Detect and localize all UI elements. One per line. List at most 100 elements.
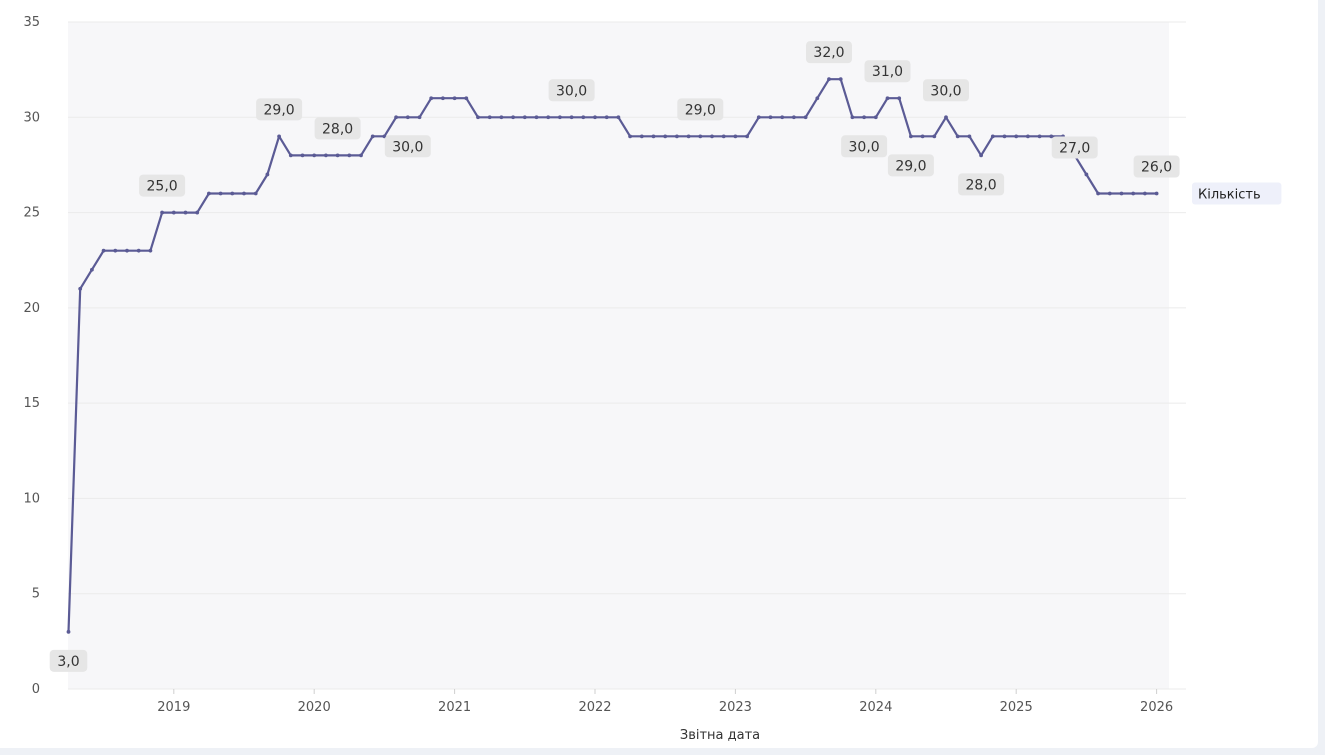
data-point[interactable] xyxy=(253,191,258,196)
data-point[interactable] xyxy=(66,629,71,634)
data-point[interactable] xyxy=(780,115,785,120)
data-point[interactable] xyxy=(101,248,106,253)
data-point[interactable] xyxy=(756,115,761,120)
data-point[interactable] xyxy=(885,96,890,101)
data-point[interactable] xyxy=(1002,134,1007,139)
data-point[interactable] xyxy=(710,134,714,139)
data-point[interactable] xyxy=(347,153,352,158)
data-point[interactable] xyxy=(967,134,972,139)
data-point[interactable] xyxy=(218,191,223,196)
data-point[interactable] xyxy=(394,115,398,120)
data-point[interactable] xyxy=(1049,134,1054,139)
data-point[interactable] xyxy=(148,248,153,253)
gridlines xyxy=(68,21,1186,690)
data-point[interactable] xyxy=(569,115,574,120)
data-point[interactable] xyxy=(499,115,504,120)
data-point[interactable] xyxy=(581,115,586,120)
data-point[interactable] xyxy=(639,134,644,139)
data-point[interactable] xyxy=(370,134,375,139)
data-point[interactable] xyxy=(651,134,656,139)
data-point[interactable] xyxy=(522,115,527,120)
data-point[interactable] xyxy=(288,153,293,158)
data-point[interactable] xyxy=(265,172,270,177)
data-point[interactable] xyxy=(242,191,246,196)
data-point[interactable] xyxy=(464,96,469,101)
data-point[interactable] xyxy=(1143,191,1147,196)
data-point[interactable] xyxy=(558,115,562,120)
data-point[interactable] xyxy=(1084,172,1089,177)
data-point[interactable] xyxy=(990,134,995,139)
data-point[interactable] xyxy=(944,115,948,120)
data-point[interactable] xyxy=(979,153,983,158)
data-point[interactable] xyxy=(160,210,165,215)
data-point[interactable] xyxy=(441,96,445,101)
x-axis: 2019 2020 2021 2022 2023 2024 2025 2026 xyxy=(157,689,1173,715)
data-point[interactable] xyxy=(675,134,679,139)
data-point[interactable] xyxy=(628,134,632,139)
data-point[interactable] xyxy=(452,96,457,101)
data-point[interactable] xyxy=(136,248,141,253)
data-point[interactable] xyxy=(534,115,539,120)
data-point[interactable] xyxy=(324,153,328,158)
data-point[interactable] xyxy=(1107,191,1112,196)
data-point[interactable] xyxy=(113,248,118,253)
data-point[interactable] xyxy=(815,96,820,101)
data-point[interactable] xyxy=(1154,191,1159,196)
data-point[interactable] xyxy=(827,77,831,82)
series-layer xyxy=(66,77,1159,634)
data-point[interactable] xyxy=(1131,191,1136,196)
data-point[interactable] xyxy=(335,153,340,158)
data-point[interactable] xyxy=(359,153,363,158)
data-point[interactable] xyxy=(195,210,200,215)
data-point[interactable] xyxy=(417,115,422,120)
data-point[interactable] xyxy=(745,134,749,139)
data-point[interactable] xyxy=(125,248,129,253)
data-point[interactable] xyxy=(932,134,937,139)
data-point[interactable] xyxy=(1026,134,1030,139)
data-point[interactable] xyxy=(207,191,211,196)
data-point[interactable] xyxy=(698,134,703,139)
data-point[interactable] xyxy=(663,134,668,139)
data-point[interactable] xyxy=(300,153,305,158)
data-point[interactable] xyxy=(230,191,235,196)
data-point[interactable] xyxy=(277,134,281,139)
data-point[interactable] xyxy=(733,134,738,139)
data-point[interactable] xyxy=(183,210,188,215)
data-point[interactable] xyxy=(616,115,621,120)
data-point[interactable] xyxy=(546,115,551,120)
data-label: 27,0 xyxy=(1059,140,1090,156)
data-point[interactable] xyxy=(1037,134,1042,139)
data-point[interactable] xyxy=(721,134,726,139)
data-point[interactable] xyxy=(1096,191,1100,196)
data-point[interactable] xyxy=(850,115,855,120)
legend-box[interactable] xyxy=(1192,182,1282,205)
data-point[interactable] xyxy=(862,115,866,120)
data-point[interactable] xyxy=(312,153,317,158)
data-point[interactable] xyxy=(511,115,515,120)
data-point[interactable] xyxy=(897,96,902,101)
data-point[interactable] xyxy=(920,134,925,139)
data-point[interactable] xyxy=(909,134,913,139)
data-point[interactable] xyxy=(1014,134,1019,139)
data-point[interactable] xyxy=(768,115,773,120)
data-point[interactable] xyxy=(429,96,434,101)
data-point[interactable] xyxy=(604,115,609,120)
data-point[interactable] xyxy=(803,115,808,120)
data-point[interactable] xyxy=(873,115,878,120)
data-label-box xyxy=(1051,136,1098,159)
data-label-box xyxy=(384,135,431,158)
data-point[interactable] xyxy=(593,115,597,120)
data-point[interactable] xyxy=(955,134,960,139)
data-point[interactable] xyxy=(78,286,83,291)
data-point[interactable] xyxy=(792,115,796,120)
data-point[interactable] xyxy=(405,115,410,120)
data-point[interactable] xyxy=(487,115,492,120)
data-point[interactable] xyxy=(686,134,691,139)
data-point[interactable] xyxy=(90,267,94,272)
legend[interactable]: Кількість xyxy=(1192,182,1282,205)
data-point[interactable] xyxy=(1119,191,1124,196)
data-point[interactable] xyxy=(171,210,176,215)
data-point[interactable] xyxy=(476,115,480,120)
data-point[interactable] xyxy=(838,77,843,82)
